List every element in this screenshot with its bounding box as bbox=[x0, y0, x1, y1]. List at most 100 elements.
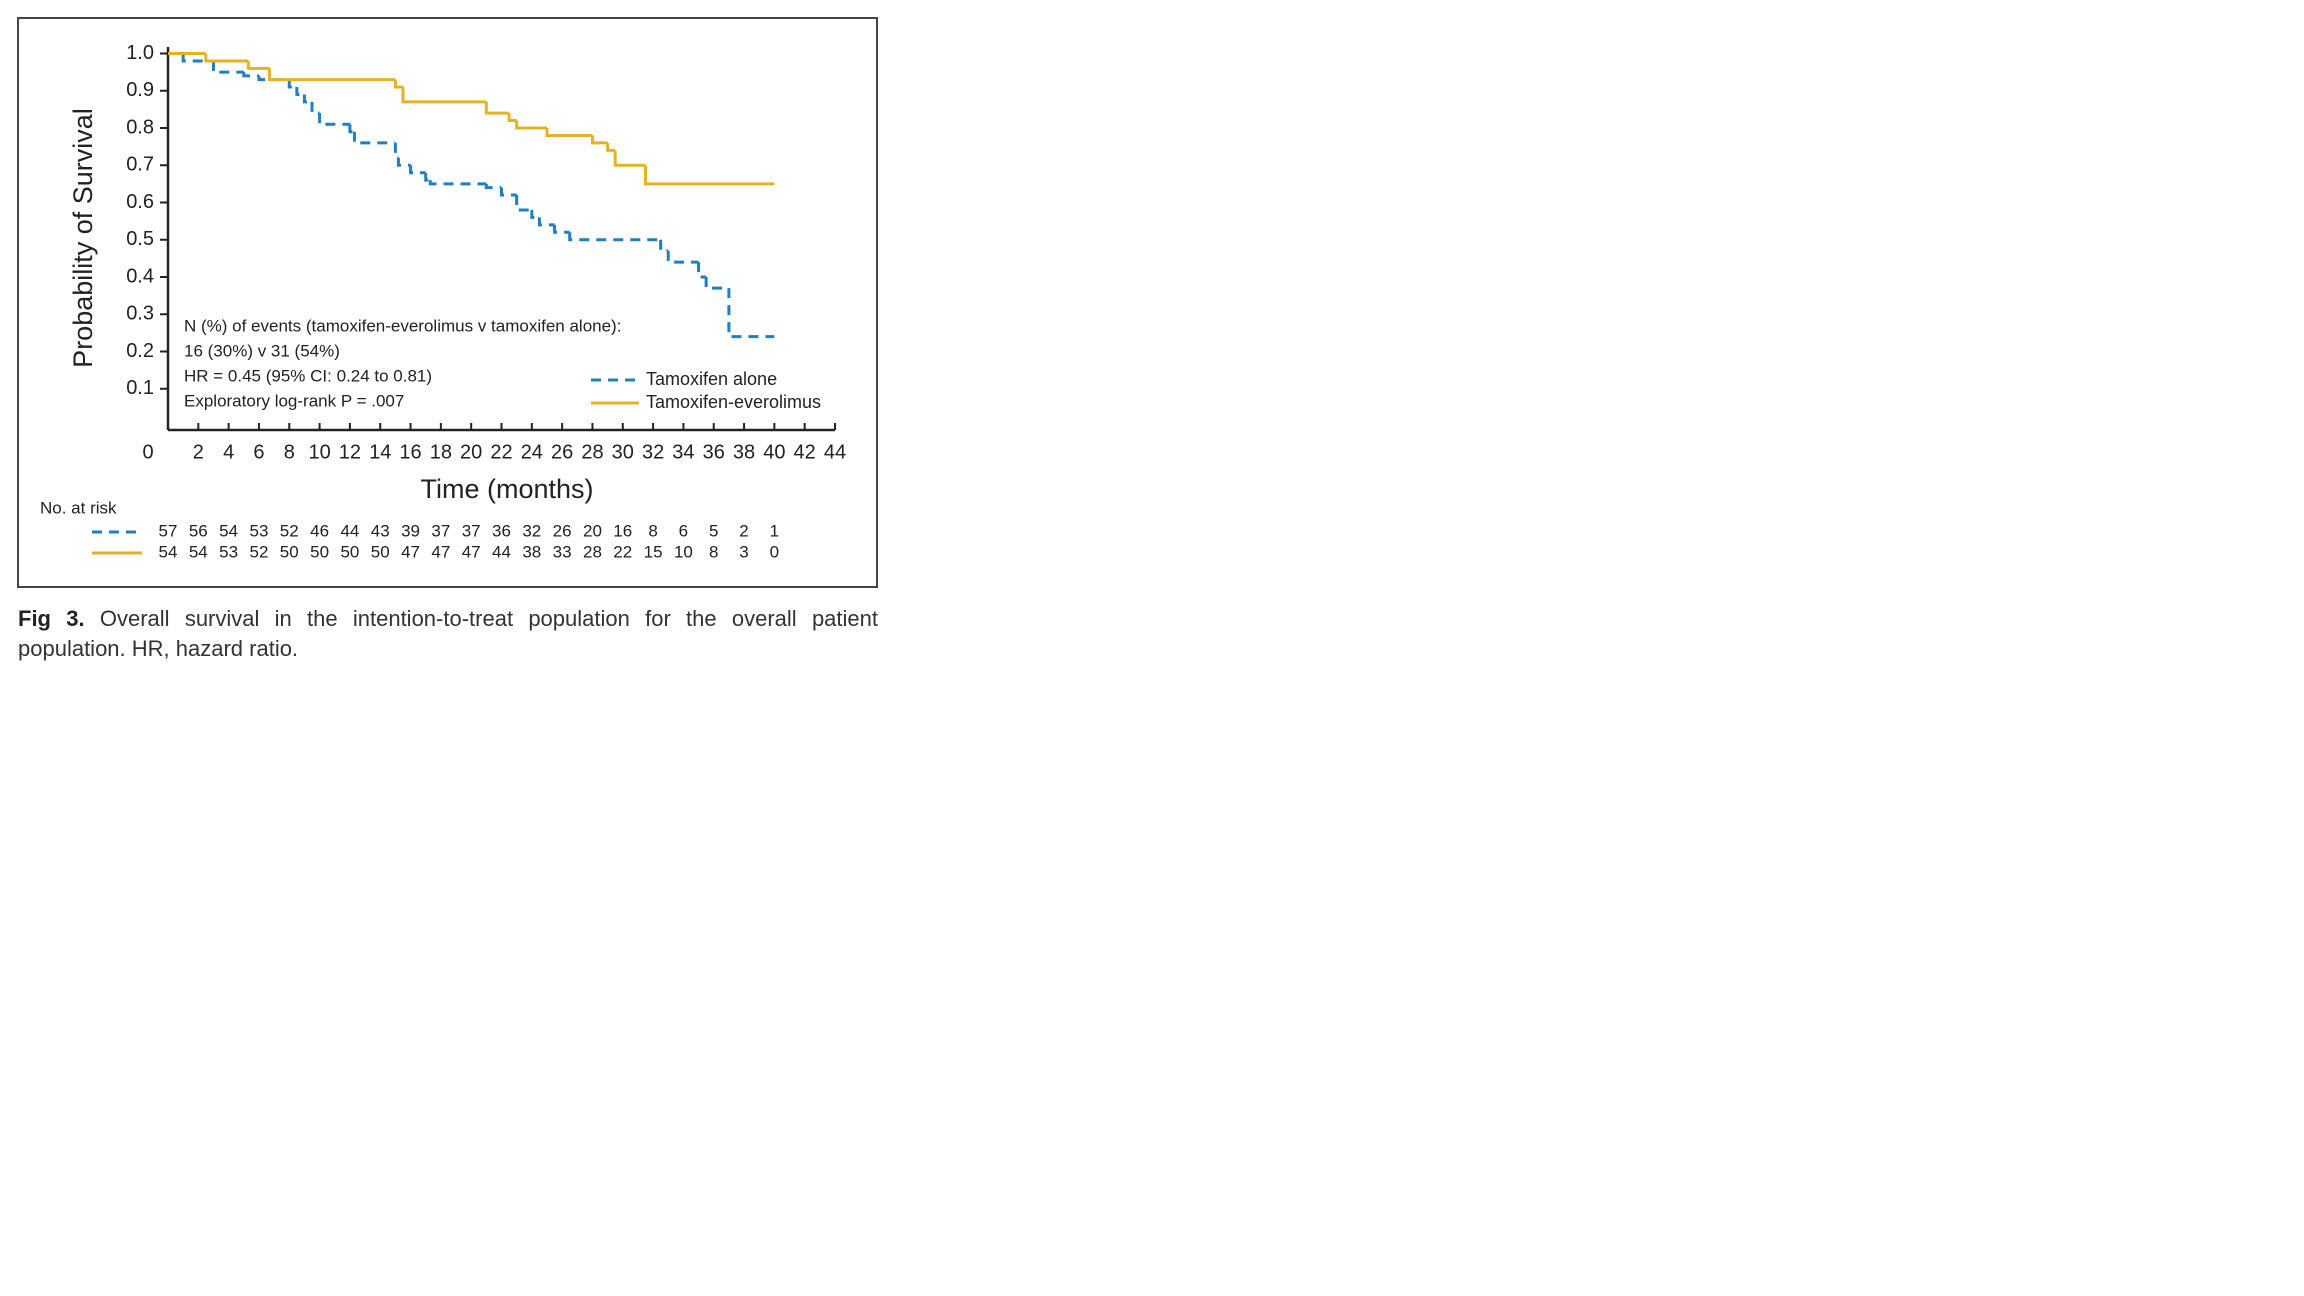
annotation: Exploratory log-rank P = .007 bbox=[184, 391, 404, 410]
caption: Fig 3. Overall survival in the intention… bbox=[18, 604, 878, 664]
km-step bbox=[211, 60, 244, 74]
km-step bbox=[515, 195, 532, 212]
risk-count: 50 bbox=[310, 542, 329, 561]
y-tick-label: 0.5 bbox=[126, 228, 154, 250]
caption-label: Fig 3. bbox=[18, 606, 85, 631]
y-tick-label: 0.8 bbox=[126, 116, 154, 138]
x-tick-label: 6 bbox=[253, 441, 264, 463]
risk-count: 3 bbox=[739, 542, 748, 561]
risk-count: 39 bbox=[401, 521, 420, 540]
km-step bbox=[537, 217, 555, 227]
x-tick-label: 44 bbox=[824, 441, 846, 463]
x-tick-label: 14 bbox=[369, 441, 391, 463]
km-step bbox=[606, 142, 616, 152]
x-tick-label: 30 bbox=[612, 441, 634, 463]
risk-count: 50 bbox=[371, 542, 390, 561]
x-tick-label: 28 bbox=[581, 441, 603, 463]
risk-count: 53 bbox=[249, 521, 268, 540]
km-step bbox=[268, 68, 396, 82]
y-tick-label: 0.6 bbox=[126, 191, 154, 213]
km-step bbox=[409, 165, 426, 175]
x-tick-label: 2 bbox=[193, 441, 204, 463]
risk-count: 5 bbox=[709, 521, 718, 540]
km-step bbox=[204, 53, 249, 63]
x-tick-label: 4 bbox=[223, 441, 234, 463]
km-step bbox=[704, 277, 729, 290]
km-step bbox=[613, 150, 646, 167]
x-tick-label: 16 bbox=[399, 441, 421, 463]
km-step bbox=[500, 187, 517, 197]
km-step bbox=[401, 87, 487, 104]
x-tick-label: 0 bbox=[142, 441, 153, 463]
km-step bbox=[393, 142, 399, 160]
risk-count: 15 bbox=[644, 542, 663, 561]
risk-count: 37 bbox=[462, 521, 481, 540]
risk-count: 38 bbox=[522, 542, 541, 561]
risk-count: 47 bbox=[401, 542, 420, 561]
x-tick-label: 32 bbox=[642, 441, 664, 463]
km-step bbox=[568, 232, 661, 242]
x-tick-label: 40 bbox=[763, 441, 785, 463]
risk-count: 53 bbox=[219, 542, 238, 561]
risk-count: 36 bbox=[492, 521, 511, 540]
y-tick-label: 0.4 bbox=[126, 265, 154, 287]
risk-count: 10 bbox=[674, 542, 693, 561]
km-step bbox=[318, 113, 350, 126]
y-tick-label: 0.7 bbox=[126, 154, 154, 176]
risk-count: 32 bbox=[522, 521, 541, 540]
risk-count: 50 bbox=[340, 542, 359, 561]
km-step bbox=[545, 128, 593, 137]
caption-text: Overall survival in the intention-to-tre… bbox=[18, 606, 879, 661]
risk-count: 22 bbox=[613, 542, 632, 561]
risk-count: 47 bbox=[462, 542, 481, 561]
risk-count: 26 bbox=[553, 521, 572, 540]
km-step bbox=[246, 60, 270, 70]
legend-label: Tamoxifen alone bbox=[646, 369, 777, 389]
x-tick-label: 24 bbox=[521, 441, 543, 463]
risk-count: 44 bbox=[340, 521, 359, 540]
km-step bbox=[393, 79, 403, 89]
y-tick-label: 1.0 bbox=[126, 42, 154, 64]
risk-count: 46 bbox=[310, 521, 329, 540]
x-tick-label: 42 bbox=[794, 441, 816, 463]
risk-count: 52 bbox=[249, 542, 268, 561]
x-tick-label: 18 bbox=[430, 441, 452, 463]
x-tick-label: 12 bbox=[339, 441, 361, 463]
risk-count: 56 bbox=[189, 521, 208, 540]
km-step bbox=[352, 131, 396, 145]
annotation: N (%) of events (tamoxifen-everolimus v … bbox=[184, 316, 621, 335]
x-tick-label: 22 bbox=[490, 441, 512, 463]
y-tick-label: 0.2 bbox=[126, 340, 154, 362]
km-step bbox=[553, 224, 570, 234]
km-step bbox=[396, 157, 411, 167]
x-tick-label: 34 bbox=[672, 441, 694, 463]
frame bbox=[17, 17, 878, 588]
km-step bbox=[644, 165, 775, 186]
risk-count: 57 bbox=[159, 521, 178, 540]
annotation: HR = 0.45 (95% CI: 0.24 to 0.81) bbox=[184, 366, 432, 385]
risk-count: 50 bbox=[280, 542, 299, 561]
km-step bbox=[727, 288, 775, 339]
km-step bbox=[484, 101, 510, 115]
km-step bbox=[659, 239, 669, 253]
x-tick-label: 36 bbox=[703, 441, 725, 463]
risk-count: 6 bbox=[679, 521, 688, 540]
risk-count: 20 bbox=[583, 521, 602, 540]
y-tick-label: 0.9 bbox=[126, 79, 154, 101]
km-step bbox=[428, 180, 487, 186]
x-tick-label: 38 bbox=[733, 441, 755, 463]
km-step bbox=[666, 250, 699, 264]
km-step bbox=[530, 209, 540, 219]
risk-count: 0 bbox=[770, 542, 779, 561]
km-step bbox=[242, 72, 259, 78]
risk-count: 16 bbox=[613, 521, 632, 540]
y-tick-label: 0.1 bbox=[126, 377, 154, 399]
km-step bbox=[302, 94, 313, 104]
km-step bbox=[515, 120, 547, 130]
risk-label: No. at risk bbox=[40, 498, 117, 517]
km-step bbox=[348, 124, 355, 134]
risk-count: 54 bbox=[189, 542, 208, 561]
annotation: 16 (30%) v 31 (54%) bbox=[184, 341, 340, 360]
risk-count: 1 bbox=[770, 521, 779, 540]
